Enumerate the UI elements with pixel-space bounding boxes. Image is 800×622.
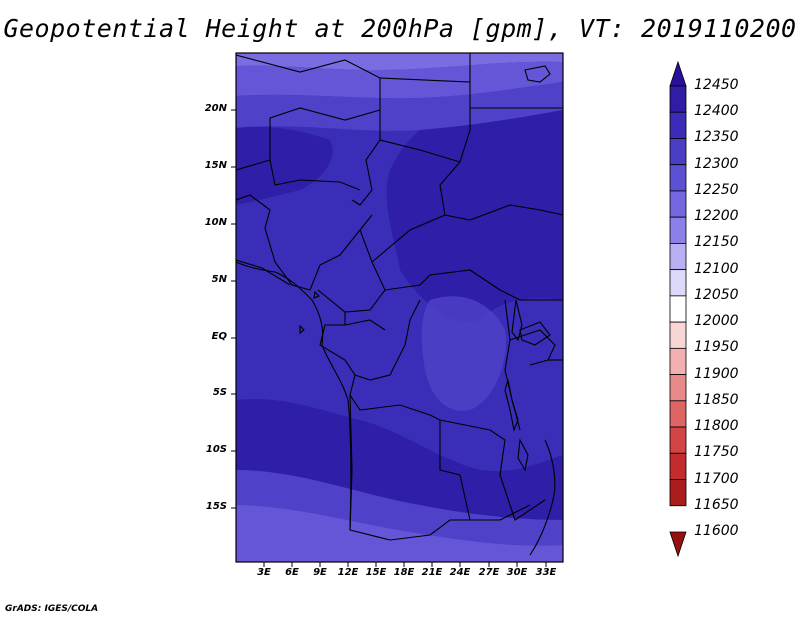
lon-label: 30E (506, 567, 528, 578)
lat-label: 10S (205, 444, 227, 455)
lon-label: 27E (478, 567, 500, 578)
lon-label: 21E (421, 567, 443, 578)
colorbar-swatch (669, 347, 687, 375)
border-line (351, 110, 381, 206)
border-line (317, 261, 386, 313)
lake-outline (519, 321, 551, 346)
lon-label: 6E (285, 567, 299, 578)
border-line (349, 374, 461, 476)
border-line (384, 269, 563, 301)
colorbar-swatch (669, 426, 687, 454)
lon-label: 24E (449, 567, 471, 578)
lon-label: 18E (393, 567, 415, 578)
island-outline (299, 324, 305, 335)
colorbar-level-label: 11800 (694, 418, 739, 435)
colorbar-swatch (669, 243, 687, 271)
colorbar-swatch (669, 321, 687, 349)
colorbar-swatch (669, 452, 687, 480)
colorbar-level-label: 12000 (694, 313, 739, 330)
colorbar-level-label: 11950 (694, 339, 739, 356)
lon-label: 3E (257, 567, 271, 578)
field-band-north-lightest (236, 53, 563, 70)
map-frame (235, 52, 564, 563)
field-band-south-dark (236, 399, 563, 520)
border-line (344, 319, 386, 331)
field-patch-center (421, 296, 506, 411)
colorbar-swatch (669, 374, 687, 402)
lake-outline (504, 379, 519, 432)
colorbar-swatch (669, 216, 687, 244)
lake-outline (517, 438, 529, 472)
colorbar-swatch (669, 190, 687, 218)
colorbar-level-label: 11900 (694, 365, 739, 382)
colorbar-level-label: 12300 (694, 155, 739, 172)
border-line (236, 259, 291, 286)
colorbar-level-label: 12200 (694, 208, 739, 225)
colorbar-swatch (669, 295, 687, 323)
lat-label: 5S (212, 387, 227, 398)
lat-label: 15N (204, 160, 227, 171)
lat-label: 15S (205, 501, 227, 512)
colorbar-level-label: 12150 (694, 234, 739, 251)
height-field (236, 53, 563, 562)
colorbar-level-label: 11650 (694, 496, 739, 513)
lon-label: 33E (535, 567, 557, 578)
border-line (359, 161, 461, 263)
border-line (444, 204, 563, 221)
border-line (236, 194, 373, 291)
colorbar-swatch (669, 531, 687, 558)
colorbar-level-label: 12250 (694, 181, 739, 198)
colorbar-swatch (669, 400, 687, 428)
country-borders (236, 53, 563, 556)
colorbar-swatch (669, 138, 687, 166)
coastline (321, 344, 352, 531)
colorbar-swatch (669, 111, 687, 139)
field-band-core-dark-2 (236, 126, 333, 205)
lon-label: 15E (365, 567, 387, 578)
coastline (236, 261, 324, 346)
colorbar-swatch (669, 479, 687, 507)
map-title: Geopotential Height at 200hPa [gpm], VT:… (3, 14, 797, 43)
colorbar-level-label: 11750 (694, 444, 739, 461)
lon-ticks (263, 562, 547, 567)
border-line (269, 159, 361, 191)
lake-outline (524, 65, 551, 83)
colorbar-level-label: 12400 (694, 103, 739, 120)
colorbar-swatch (669, 60, 687, 87)
colorbar-level-label: 12350 (694, 129, 739, 146)
border-line (439, 419, 546, 521)
lon-label: 12E (337, 567, 359, 578)
border-line (509, 329, 556, 366)
lon-label: 9E (313, 567, 327, 578)
colorbar-swatch (669, 85, 687, 113)
colorbar-swatch (669, 269, 687, 297)
field-band-south-lighter (236, 505, 563, 562)
colorbar-level-label: 11600 (694, 523, 739, 539)
lake-outline (511, 299, 523, 342)
colorbar-level-label: 12100 (694, 260, 739, 277)
field-band-south-light (236, 470, 563, 546)
colorbar-swatch (669, 164, 687, 192)
colorbar-level-label: 12050 (694, 286, 739, 303)
lat-ticks (231, 109, 236, 509)
lat-label: 10N (204, 217, 227, 228)
grads-credit: GrADS: IGES/COLA (5, 604, 99, 614)
colorbar-level-label: 12450 (694, 77, 739, 93)
field-band-north-light (236, 82, 563, 131)
coastline (529, 439, 556, 556)
field-band-core-dark (386, 110, 563, 322)
border-line (459, 474, 531, 521)
colorbar (669, 60, 687, 558)
border-line (236, 53, 471, 83)
field-band-north-lighter (236, 61, 563, 99)
colorbar-level-label: 11850 (694, 391, 739, 408)
lat-label: EQ (211, 331, 227, 342)
lat-label: 20N (204, 103, 227, 114)
island-outline (313, 290, 320, 299)
colorbar-level-label: 11700 (694, 470, 739, 487)
lat-label: 5N (211, 274, 227, 285)
border-line (349, 394, 470, 541)
